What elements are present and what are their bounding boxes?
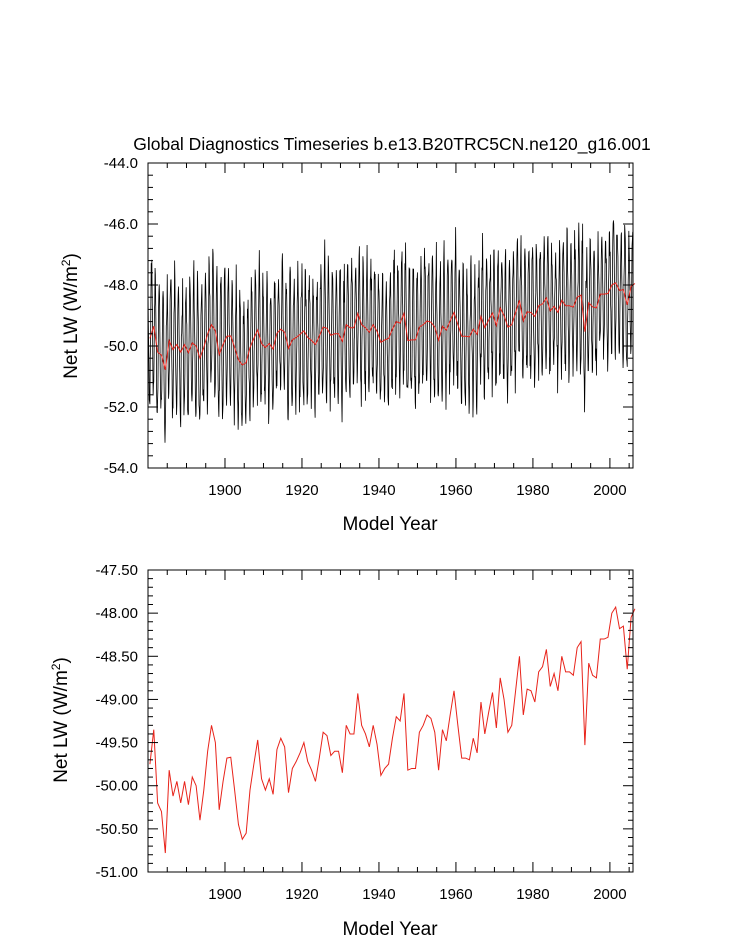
chart1-xtick-label: 1920 <box>285 482 318 499</box>
chart1-xtick-label: 1980 <box>516 482 549 499</box>
chart1-xtick-label: 1900 <box>208 482 241 499</box>
chart2-xtick-label: 2000 <box>593 886 626 903</box>
chart1-ytick-label: -44.0 <box>104 155 138 172</box>
chart2-xtick-label: 1980 <box>516 886 549 903</box>
chart2-xlabel: Model Year <box>342 919 438 940</box>
chart1-series-annual <box>149 282 636 370</box>
chart1-ylabel: Net LW (W/m2) <box>59 253 82 379</box>
chart1-ticks: 1900 1920 1940 1960 1980 2000 -54.0 -52.0 -50.0 -… <box>104 155 633 499</box>
chart2-ytick-label: -48.00 <box>95 605 138 622</box>
chart2-ytick-label: -50.50 <box>95 821 138 838</box>
chart2-ytick-label: -48.50 <box>95 648 138 665</box>
chart1-ytick-label: -54.0 <box>104 460 138 477</box>
chart2-ytick-label: -49.00 <box>95 691 138 708</box>
chart1-xlabel: Model Year <box>342 514 438 535</box>
chart2-plot-lines <box>149 605 636 854</box>
chart1-series-monthly <box>147 220 634 443</box>
chart1-title: Global Diagnostics Timeseries b.e13.B20T… <box>133 134 651 155</box>
chart1-ytick-label: -50.0 <box>104 338 138 355</box>
chart2-xtick-label: 1960 <box>439 886 472 903</box>
chart1-plot-frame <box>147 162 634 469</box>
chart1-xtick-label: 1960 <box>439 482 472 499</box>
chart1-ytick-label: -48.0 <box>104 277 138 294</box>
chart1-xtick-label: 1940 <box>362 482 395 499</box>
chart2-ytick-label: -51.00 <box>95 864 138 881</box>
chart2-ticks: 1900 1920 1940 1960 1980 2000 -51.00 -50.50 -50.… <box>95 562 633 903</box>
chart2-ytick-label: -47.50 <box>95 562 138 579</box>
chart2-ylabel: Net LW (W/m2) <box>49 657 72 783</box>
chart2-plot-frame <box>147 569 634 873</box>
chart1-xtick-label: 2000 <box>593 482 626 499</box>
chart2-xtick-label: 1900 <box>208 886 241 903</box>
chart2-xtick-label: 1940 <box>362 886 395 903</box>
chart1-ytick-label: -46.0 <box>104 216 138 233</box>
chart2-series-annual <box>149 605 636 854</box>
chart1-ytick-label: -52.0 <box>104 399 138 416</box>
chart2-ytick-label: -49.50 <box>95 735 138 752</box>
chart2-xtick-label: 1920 <box>285 886 318 903</box>
chart2-ytick-label: -50.00 <box>95 778 138 795</box>
chart1-plot-lines <box>147 220 636 443</box>
